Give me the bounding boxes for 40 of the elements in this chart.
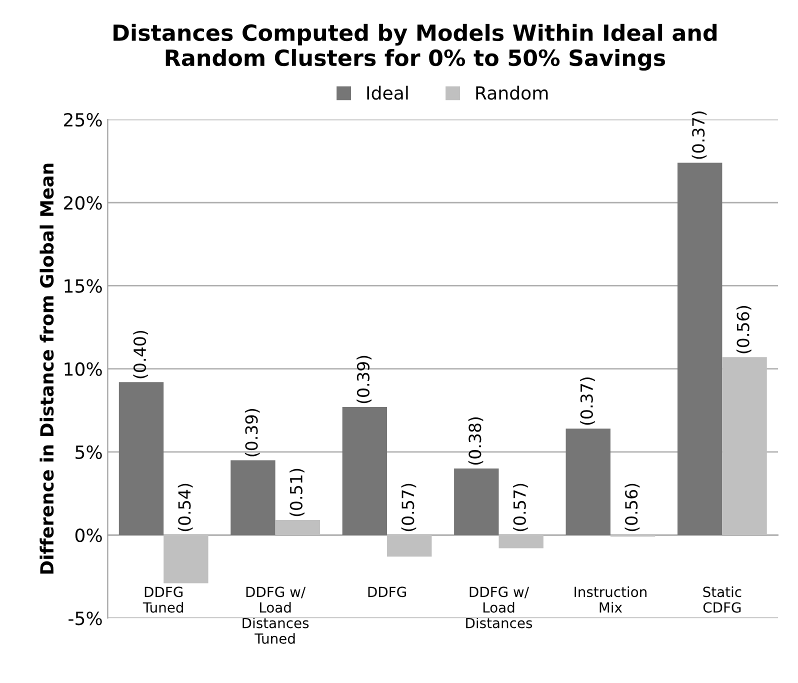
y-tick-label: 25% [64,112,102,127]
legend-label: Ideal [367,86,408,100]
y-tick-label: 15% [64,279,102,293]
x-tick-label: Static CDFG [703,586,742,613]
legend-label: Random [476,86,548,100]
y-tick-label: 5% [76,445,102,460]
chart-title: Distances Computed by Models Within Ideal and Random Clusters for 0% to 50% Savings [114,24,717,71]
annotation: (0.51) [290,468,304,516]
y-tick-label: 0% [75,528,102,542]
annotation: (0.56) [624,484,640,532]
y-axis-title: Difference in Distance from Global Mean [40,164,54,574]
annotation: (0.57) [401,484,416,532]
y-tick-label: 20% [64,196,102,210]
annotation: (0.39) [244,409,260,456]
annotation: (0.37) [580,377,595,425]
bar [342,407,388,536]
annotation: (0.56) [736,306,752,354]
bar [387,535,432,557]
x-tick-label: Instruction Mix [574,586,646,613]
annotation: (0.40) [133,330,148,378]
x-tick-label: DDFG w/ Load Distances Tuned [242,586,309,644]
x-tick-label: DDFG Tuned [142,586,184,613]
bar [722,357,767,536]
bar [164,535,208,584]
annotation: (0.39) [356,356,372,404]
bar [454,468,499,536]
y-tick-label: 10% [64,362,102,376]
bar [498,535,544,548]
annotation: (0.57) [513,484,528,532]
bar [275,520,320,536]
x-tick-label: DDFG [368,586,406,598]
x-tick-label: DDFG w/ Load Distances [466,586,532,628]
annotation: (0.37) [692,112,707,159]
annotation: (0.54) [178,484,193,532]
bar [678,162,722,536]
annotation: (0.38) [468,417,484,465]
y-tick-label: -5% [68,612,102,626]
bar [566,428,610,536]
bar [118,382,164,536]
bar [230,460,276,536]
